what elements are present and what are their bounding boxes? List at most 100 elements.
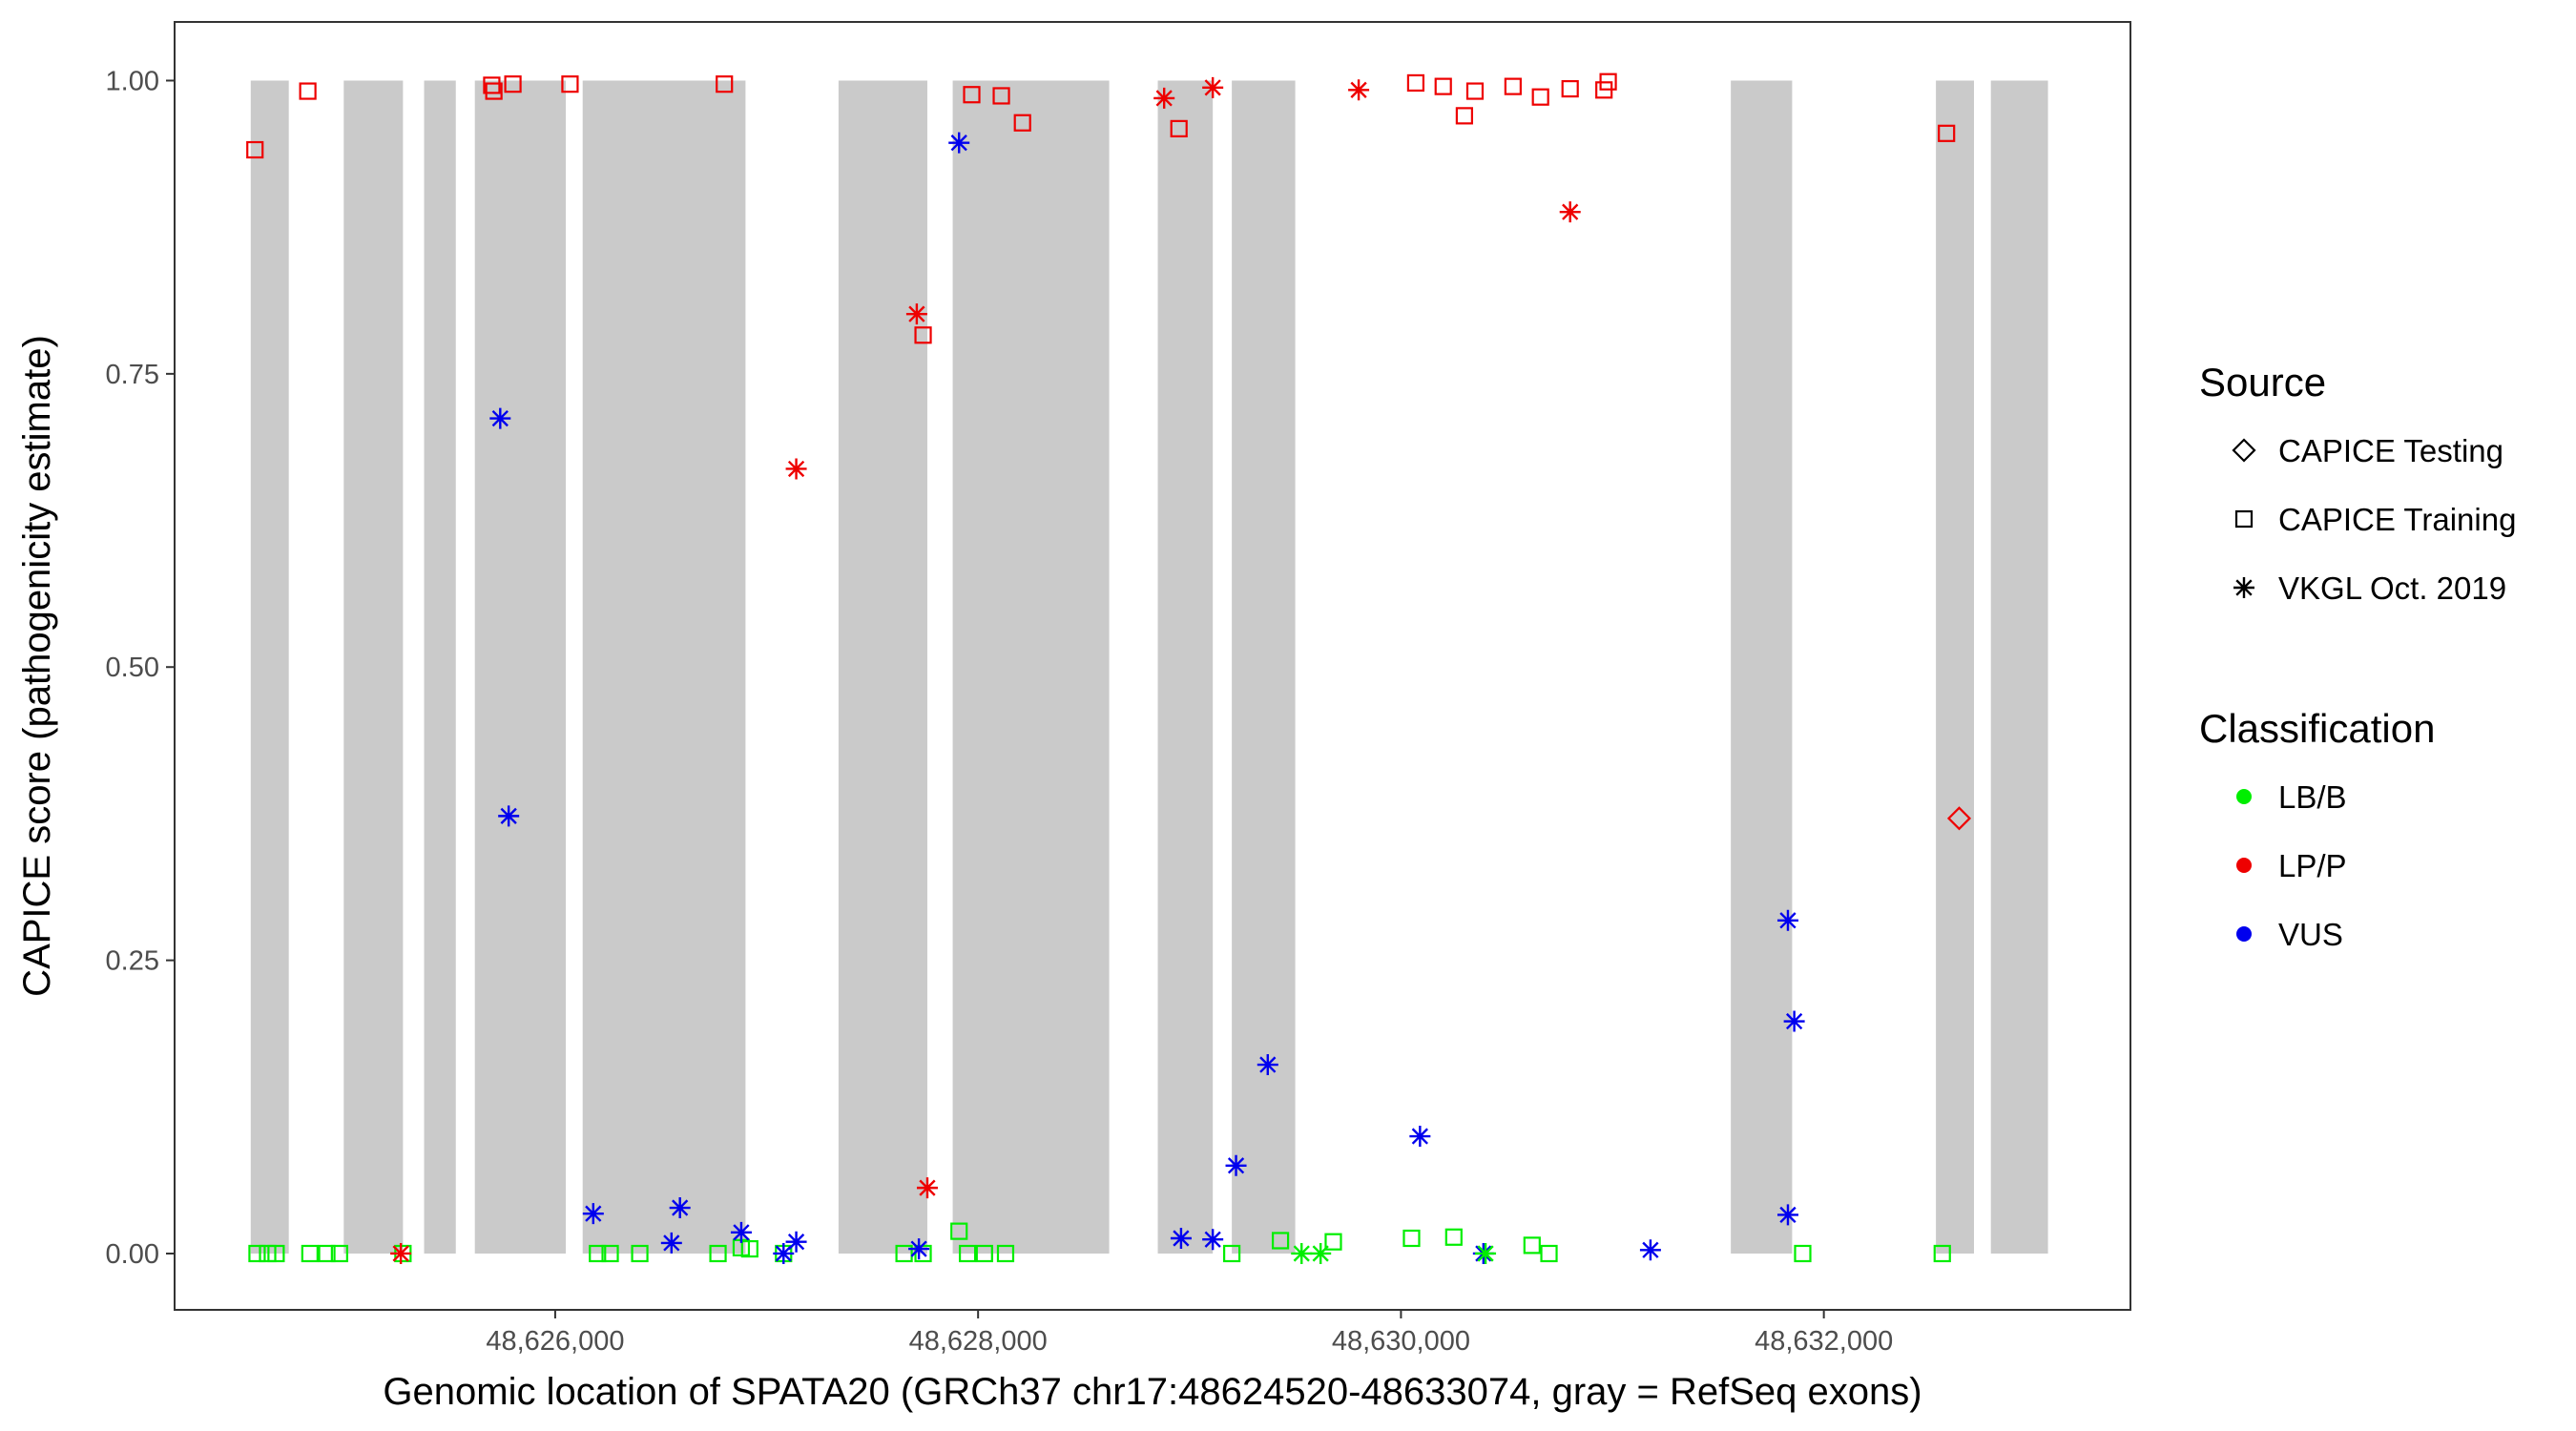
data-point-shape — [1523, 1236, 1541, 1255]
legend-classification-label: LB/B — [2278, 779, 2347, 815]
data-point — [589, 1244, 607, 1263]
data-point-shape — [1223, 1244, 1241, 1263]
data-point-shape — [1153, 87, 1175, 109]
data-point — [992, 87, 1010, 105]
data-point — [916, 1177, 938, 1199]
data-point — [1599, 73, 1617, 91]
data-point — [1504, 77, 1522, 95]
data-point-shape — [1465, 82, 1485, 100]
data-point — [504, 75, 522, 93]
legend-source-label: CAPICE Training — [2278, 502, 2516, 537]
legend-source-key — [2233, 577, 2254, 598]
data-point-shape — [1776, 909, 1798, 931]
data-point-shape — [1406, 73, 1425, 93]
exon-band — [1157, 80, 1214, 1254]
data-point-shape — [1794, 1244, 1812, 1263]
data-point-shape — [1324, 1233, 1342, 1251]
exon-band — [838, 80, 927, 1254]
data-point-shape — [1348, 79, 1370, 101]
legend-source-title: Source — [2199, 360, 2326, 404]
y-axis: 0.00 0.25 0.50 0.75 1.00 — [106, 66, 175, 1270]
data-point-shape — [483, 76, 501, 94]
data-point-shape — [1402, 1229, 1421, 1248]
data-point — [390, 1242, 412, 1264]
legend-source-key — [2234, 509, 2254, 529]
data-point — [1223, 1244, 1241, 1263]
data-point-shape — [589, 1244, 607, 1263]
data-point-shape — [1933, 1244, 1951, 1263]
plot-background — [175, 22, 2130, 1310]
data-point — [1013, 114, 1031, 132]
data-point — [785, 458, 807, 480]
data-point-shape — [948, 132, 970, 154]
data-point-shape — [1561, 79, 1579, 98]
data-point — [1523, 1236, 1541, 1255]
data-point — [730, 1221, 752, 1243]
data-point-shape — [1531, 88, 1549, 106]
data-point — [669, 1197, 691, 1219]
data-point-shape — [330, 1244, 348, 1263]
data-point-shape — [1202, 1229, 1224, 1251]
data-point — [1776, 909, 1798, 931]
data-point — [996, 1244, 1015, 1263]
data-point — [716, 75, 734, 93]
data-point — [1783, 1010, 1805, 1032]
data-point — [582, 1203, 604, 1225]
data-point — [1170, 119, 1188, 137]
data-point — [1257, 1054, 1278, 1076]
data-point — [1406, 73, 1425, 93]
data-point-shape — [1170, 119, 1188, 137]
data-point — [975, 1244, 993, 1263]
data-point-shape — [1271, 1232, 1290, 1250]
data-point-shape — [950, 1222, 968, 1240]
data-point-shape — [996, 1244, 1015, 1263]
data-point-shape — [390, 1242, 412, 1264]
data-point-shape — [318, 1244, 336, 1263]
legend-classification-title: Classification — [2199, 706, 2435, 751]
x-tick-label: 48,628,000 — [909, 1326, 1048, 1357]
data-point-shape — [246, 140, 264, 159]
data-point — [1561, 79, 1579, 98]
data-point — [709, 1244, 727, 1263]
x-tick-label: 48,630,000 — [1332, 1326, 1470, 1357]
data-point — [1475, 1242, 1497, 1264]
x-axis: 48,626,000 48,628,000 48,630,000 48,632,000 — [486, 1310, 1893, 1357]
data-point — [299, 82, 317, 100]
data-point — [1409, 1126, 1431, 1148]
data-point-shape — [1776, 1204, 1798, 1226]
data-point-shape — [1504, 77, 1522, 95]
data-point-shape — [1225, 1154, 1247, 1176]
data-point — [601, 1244, 619, 1263]
exon-band — [952, 80, 1110, 1254]
data-point — [489, 407, 511, 429]
data-point-shape — [785, 458, 807, 480]
data-point-shape — [660, 1232, 682, 1254]
data-point-shape — [601, 1244, 619, 1263]
data-point — [963, 86, 981, 104]
data-points — [246, 73, 1972, 1264]
data-point — [1170, 1228, 1192, 1249]
data-point-shape — [958, 1244, 977, 1263]
data-point — [660, 1232, 682, 1254]
data-point-shape — [1170, 1228, 1192, 1249]
data-point-shape — [773, 1242, 795, 1264]
data-point — [318, 1244, 336, 1263]
exon-band — [1232, 80, 1296, 1254]
legend-classification-key — [2236, 858, 2252, 873]
legend-classification-label: VUS — [2278, 917, 2343, 952]
data-point-shape — [485, 82, 503, 100]
data-point — [246, 140, 264, 159]
data-point-shape — [916, 1177, 938, 1199]
y-tick-label: 0.50 — [106, 653, 159, 683]
data-point-shape — [1013, 114, 1031, 132]
data-point-shape — [582, 1203, 604, 1225]
data-point — [267, 1244, 285, 1263]
data-point — [740, 1239, 758, 1258]
data-point — [1933, 1244, 1951, 1263]
data-point — [330, 1244, 348, 1263]
data-point-shape — [1455, 107, 1473, 125]
data-point-shape — [669, 1197, 691, 1219]
y-tick-label: 0.25 — [106, 946, 159, 977]
data-point-shape — [992, 87, 1010, 105]
data-point — [631, 1244, 649, 1263]
